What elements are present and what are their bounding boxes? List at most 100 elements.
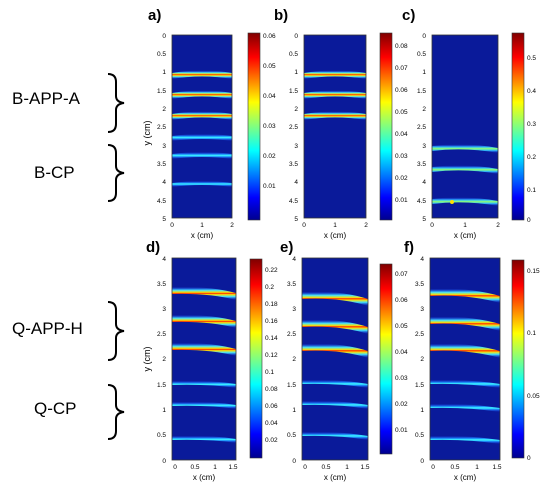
y-tick: 2.5 — [415, 331, 424, 338]
y-tick: 4 — [422, 179, 426, 186]
band — [304, 111, 366, 120]
colorbar-tick: 0.08 — [265, 386, 278, 393]
colorbar-ticks: 0.22 0.2 0.18 0.16 0.14 0.12 0.1 0.08 0.… — [265, 267, 278, 444]
y-tick: 1 — [294, 69, 298, 76]
y-tick: 3 — [294, 143, 298, 150]
x-tick: 0.5 — [321, 464, 330, 471]
y-tick: 0 — [292, 458, 296, 465]
band — [172, 134, 232, 141]
y-tick: 0.5 — [157, 51, 166, 58]
brace-q-cp — [107, 384, 125, 440]
y-tick: 2.5 — [417, 124, 426, 131]
x-tick-labels: 0 1 2 — [302, 222, 368, 229]
panel-c: c) 0 0.5 1 1.5 2 2.5 3 3.5 4 4.5 5 0 1 2… — [402, 7, 536, 240]
y-tick: 1.5 — [157, 382, 166, 389]
x-tick: 1 — [475, 464, 479, 471]
group-label-b-app-a: B-APP-A — [12, 89, 81, 108]
heatmap-bands — [432, 144, 498, 206]
y-tick: 5 — [294, 216, 298, 223]
band — [302, 400, 368, 409]
x-tick: 0 — [173, 464, 177, 471]
y-tick: 3 — [420, 306, 424, 313]
colorbar-tick: 0.02 — [265, 437, 278, 444]
x-axis-label: x (cm) — [454, 473, 477, 482]
panel-f: f) 4 3.5 3 2.5 2 1.5 1 0.5 0 0 0.5 1 1.5 — [404, 239, 540, 482]
y-tick: 0 — [422, 33, 426, 40]
brace-b-app-a — [107, 73, 125, 133]
y-tick: 0.5 — [417, 51, 426, 58]
y-tick: 3.5 — [157, 161, 166, 168]
panel-letter: a) — [148, 7, 161, 24]
x-tick: 2 — [364, 222, 368, 229]
colorbar-tick: 0.01 — [395, 197, 408, 204]
y-tick: 5 — [422, 216, 426, 223]
band — [432, 197, 498, 206]
panel-letter: f) — [404, 239, 414, 256]
panel-b: b) 0 0.5 1 1.5 2 2.5 3 3.5 4 4.5 5 0 1 2… — [274, 7, 408, 240]
x-axis-label: x (cm) — [454, 231, 477, 240]
y-tick: 3.5 — [415, 281, 424, 288]
y-tick-labels: 4 3.5 3 2.5 2 1.5 1 0.5 0 — [157, 256, 166, 465]
panel-letter: e) — [280, 239, 293, 256]
y-tick: 3.5 — [417, 161, 426, 168]
x-tick-labels: 0 0.5 1 1.5 — [173, 464, 238, 471]
y-tick: 2 — [162, 356, 166, 363]
group-label-q-cp: Q-CP — [34, 399, 77, 418]
y-tick: 0.5 — [289, 51, 298, 58]
colorbar-tick: 0.03 — [395, 375, 408, 382]
panel-a: a) 0 0.5 1 1.5 2 2.5 3 3.5 4 4.5 5 y (cm… — [142, 7, 276, 240]
colorbar-tick: 0.02 — [395, 401, 408, 408]
colorbar-tick: 0.02 — [395, 175, 408, 182]
band — [172, 111, 232, 120]
panel-letter: c) — [402, 7, 415, 24]
colorbar-tick: 0.03 — [263, 123, 276, 130]
y-tick: 2 — [162, 106, 166, 113]
axes-frame — [303, 34, 367, 219]
heatmap-bands — [172, 70, 232, 187]
x-tick: 1 — [333, 222, 337, 229]
x-tick: 1 — [463, 222, 467, 229]
colorbar-tick: 0.4 — [527, 88, 536, 95]
y-tick-labels: 0 0.5 1 1.5 2 2.5 3 3.5 4 4.5 5 — [157, 33, 166, 223]
colorbar-tick: 0.06 — [395, 297, 408, 304]
y-axis-label: y (cm) — [142, 121, 152, 146]
colorbar-tick: 0.05 — [527, 393, 540, 400]
band — [302, 343, 368, 358]
y-axis-label: y (cm) — [142, 347, 152, 372]
band — [172, 342, 236, 356]
colorbar-tick: 0.22 — [265, 267, 278, 274]
colorbar-tick: 0.08 — [395, 43, 408, 50]
y-tick: 4 — [162, 256, 166, 263]
x-tick-labels: 0 1 2 — [170, 222, 234, 229]
colorbar-tick: 0.01 — [395, 427, 408, 434]
colorbar-tick: 0.18 — [265, 301, 278, 308]
band — [302, 379, 368, 388]
y-tick: 1.5 — [415, 382, 424, 389]
colorbar — [379, 32, 393, 221]
colorbar-tick: 0.06 — [395, 87, 408, 94]
colorbar-tick: 0.07 — [395, 65, 408, 72]
band — [172, 152, 232, 159]
colorbar-ticks: 0.08 0.07 0.06 0.05 0.04 0.03 0.02 0.01 — [395, 43, 408, 204]
x-axis-label: x (cm) — [193, 473, 216, 482]
colorbar-tick: 0.12 — [265, 352, 278, 359]
y-tick: 0 — [162, 33, 166, 40]
brace-b-cp — [107, 144, 125, 202]
y-tick: 4 — [162, 179, 166, 186]
heatmap-bands — [172, 286, 236, 443]
y-tick: 4 — [292, 256, 296, 263]
x-tick: 1 — [200, 222, 204, 229]
colorbar-tick: 0.05 — [395, 323, 408, 330]
x-tick-labels: 0 0.5 1 1.5 — [303, 464, 370, 471]
y-tick: 1.5 — [157, 88, 166, 95]
band — [172, 401, 236, 409]
x-axis-label: x (cm) — [324, 231, 347, 240]
colorbar-tick: 0.2 — [527, 154, 536, 161]
colorbar-tick: 0 — [527, 217, 531, 224]
heatmap-background — [304, 35, 366, 218]
y-tick: 2 — [420, 356, 424, 363]
x-tick: 1.5 — [360, 464, 369, 471]
axes-frame — [171, 257, 237, 461]
panel-letter: d) — [146, 239, 160, 256]
axes-frame — [429, 257, 501, 461]
